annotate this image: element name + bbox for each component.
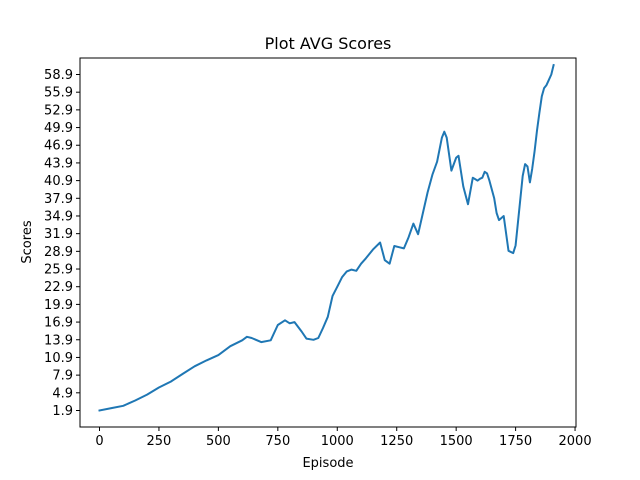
- y-tick-label: 43.9: [44, 156, 73, 171]
- y-tick-label: 1.9: [52, 404, 73, 419]
- y-tick-label: 31.9: [44, 227, 73, 242]
- y-tick-label: 28.9: [44, 245, 73, 260]
- y-tick-label: 10.9: [44, 351, 73, 366]
- x-tick-label: 1500: [440, 434, 473, 449]
- y-tick-label: 19.9: [44, 298, 73, 313]
- y-tick-label: 4.9: [52, 386, 73, 401]
- y-tick-label: 34.9: [44, 209, 73, 224]
- x-tick-label: 500: [206, 434, 231, 449]
- x-axis-label: Episode: [302, 456, 353, 471]
- y-tick-label: 7.9: [52, 369, 73, 384]
- y-tick-label: 58.9: [44, 68, 73, 83]
- chart-title: Plot AVG Scores: [265, 34, 392, 53]
- x-tick-label: 250: [147, 434, 172, 449]
- y-tick-label: 40.9: [44, 174, 73, 189]
- x-axis: 0 250 500 750 1000 1250 1500 1750 2000: [95, 427, 592, 449]
- y-tick-label: 55.9: [44, 86, 73, 101]
- y-tick-label: 25.9: [44, 263, 73, 278]
- y-tick-label: 52.9: [44, 103, 73, 118]
- x-tick-label: 0: [95, 434, 103, 449]
- y-tick-label: 49.9: [44, 121, 73, 136]
- y-tick-label: 46.9: [44, 139, 73, 154]
- y-axis-label: Scores: [20, 220, 35, 263]
- avg-score-line: [98, 63, 555, 412]
- x-tick-label: 2000: [559, 434, 592, 449]
- y-axis: 1.9 4.9 7.9 10.9 13.9 16.9 19.9 22.9 25.9 28.9 31.…: [44, 68, 80, 419]
- x-tick-label: 1250: [380, 434, 413, 449]
- y-tick-label: 16.9: [44, 316, 73, 331]
- y-tick-label: 22.9: [44, 280, 73, 295]
- x-tick-label: 1750: [499, 434, 532, 449]
- x-tick-label: 1000: [321, 434, 354, 449]
- y-tick-label: 37.9: [44, 192, 73, 207]
- plot-frame: [79, 57, 577, 428]
- x-tick-label: 750: [265, 434, 290, 449]
- y-tick-label: 13.9: [44, 333, 73, 348]
